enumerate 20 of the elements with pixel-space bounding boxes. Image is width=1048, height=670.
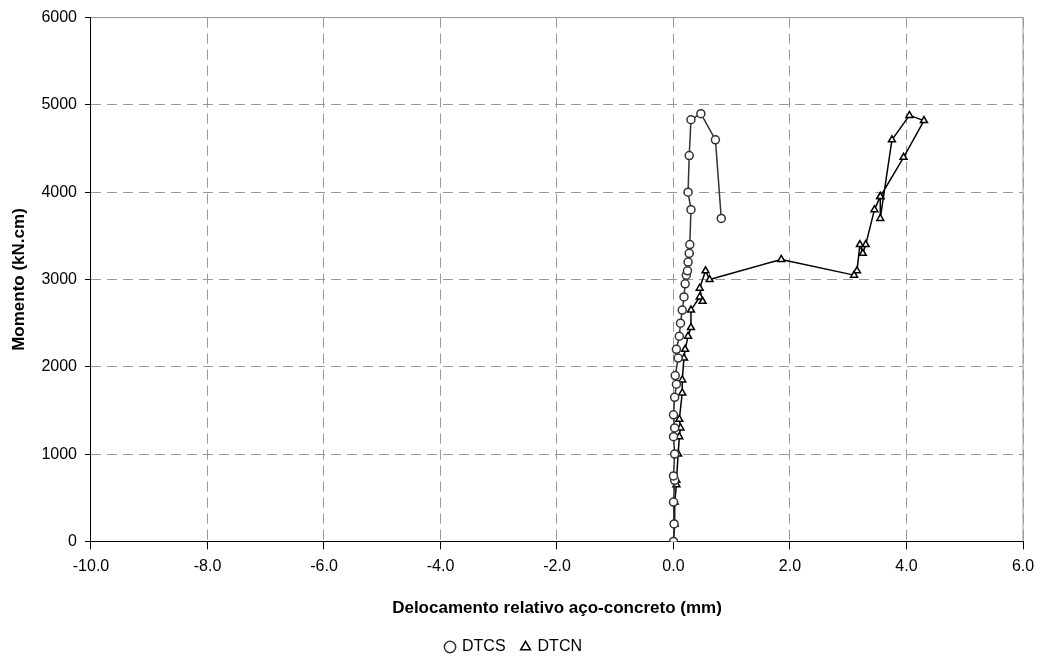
x-tick-label: -8.0: [193, 557, 222, 575]
x-axis-title: Delocamento relativo aço-concreto (mm): [392, 598, 722, 618]
y-tick-label: 4000: [41, 182, 78, 200]
x-tick-label: 4.0: [895, 557, 918, 575]
legend-label: DTCS: [462, 637, 506, 655]
x-tick-label: -6.0: [310, 557, 338, 575]
x-tick-label: 2.0: [778, 557, 802, 575]
x-tick-label: -2.0: [543, 557, 571, 575]
y-tick-label: 1000: [41, 444, 78, 462]
x-tick-label: 6.0: [1011, 557, 1035, 575]
y-tick-label: 3000: [41, 269, 78, 287]
y-tick-label: 2000: [41, 357, 78, 375]
legend-label: DTCN: [537, 637, 582, 655]
x-tick-label: 0.0: [662, 557, 685, 575]
y-tick-label: 6000: [41, 8, 78, 26]
y-tick-label: 5000: [41, 95, 78, 113]
x-tick-label: -4.0: [426, 557, 455, 575]
y-axis-title: Momento (kN.cm): [8, 208, 28, 351]
y-tick-label: 0: [68, 531, 78, 549]
x-tick-label: -10.0: [72, 557, 110, 575]
